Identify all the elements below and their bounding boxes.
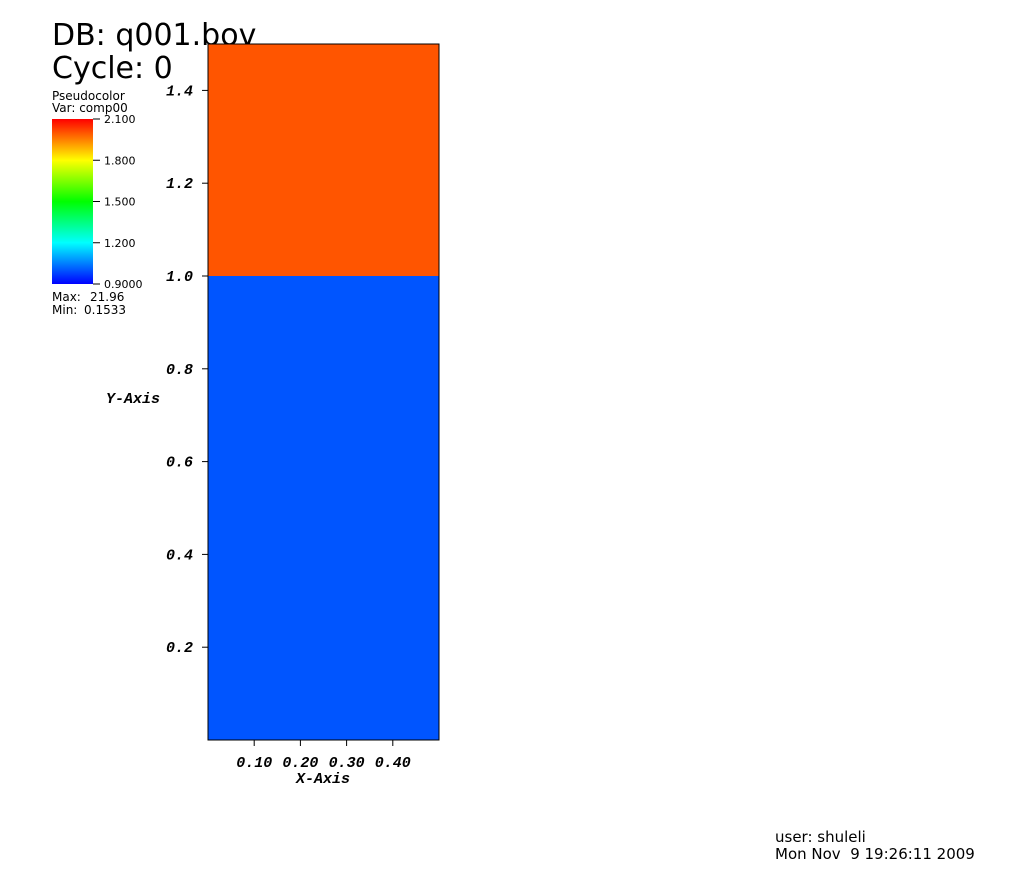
colorbar-tick-label: 1.800 — [104, 154, 136, 167]
variable-label: Var: comp00 — [52, 101, 128, 115]
y-tick-label: 0.6 — [166, 455, 193, 472]
user-label: user: shuleli — [775, 828, 866, 846]
colorbar — [52, 119, 93, 284]
colorbar-tick-label: 0.9000 — [104, 278, 143, 291]
x-tick-label: 0.30 — [329, 755, 365, 772]
colorbar-tick-label: 2.100 — [104, 113, 136, 126]
x-tick-label: 0.10 — [236, 755, 272, 772]
y-axis-title: Y-Axis — [106, 391, 160, 408]
y-tick-label: 1.0 — [166, 269, 193, 286]
field-region — [208, 276, 439, 740]
plot-label: Pseudocolor — [52, 89, 125, 103]
max-value: 21.96 — [90, 290, 124, 304]
min-label: Min: — [52, 303, 77, 317]
field-region — [208, 44, 439, 276]
plot-frame — [207, 43, 440, 741]
cycle-title: Cycle: 0 — [52, 51, 173, 86]
y-tick-label: 0.4 — [166, 547, 193, 564]
colorbar-tick-label: 1.200 — [104, 237, 136, 250]
y-tick-label: 0.2 — [166, 640, 193, 657]
x-tick-label: 0.40 — [375, 755, 411, 772]
max-label: Max: — [52, 290, 81, 304]
plot-area — [207, 43, 440, 741]
colorbar-tick-label: 1.500 — [104, 196, 136, 209]
y-tick-label: 1.4 — [166, 83, 193, 100]
y-tick-label: 0.8 — [166, 362, 193, 379]
y-tick-label: 1.2 — [166, 176, 193, 193]
date-label: Mon Nov 9 19:26:11 2009 — [775, 845, 975, 863]
min-value: 0.1533 — [84, 303, 126, 317]
x-axis-title: X-Axis — [295, 771, 350, 788]
x-tick-label: 0.20 — [282, 755, 318, 772]
